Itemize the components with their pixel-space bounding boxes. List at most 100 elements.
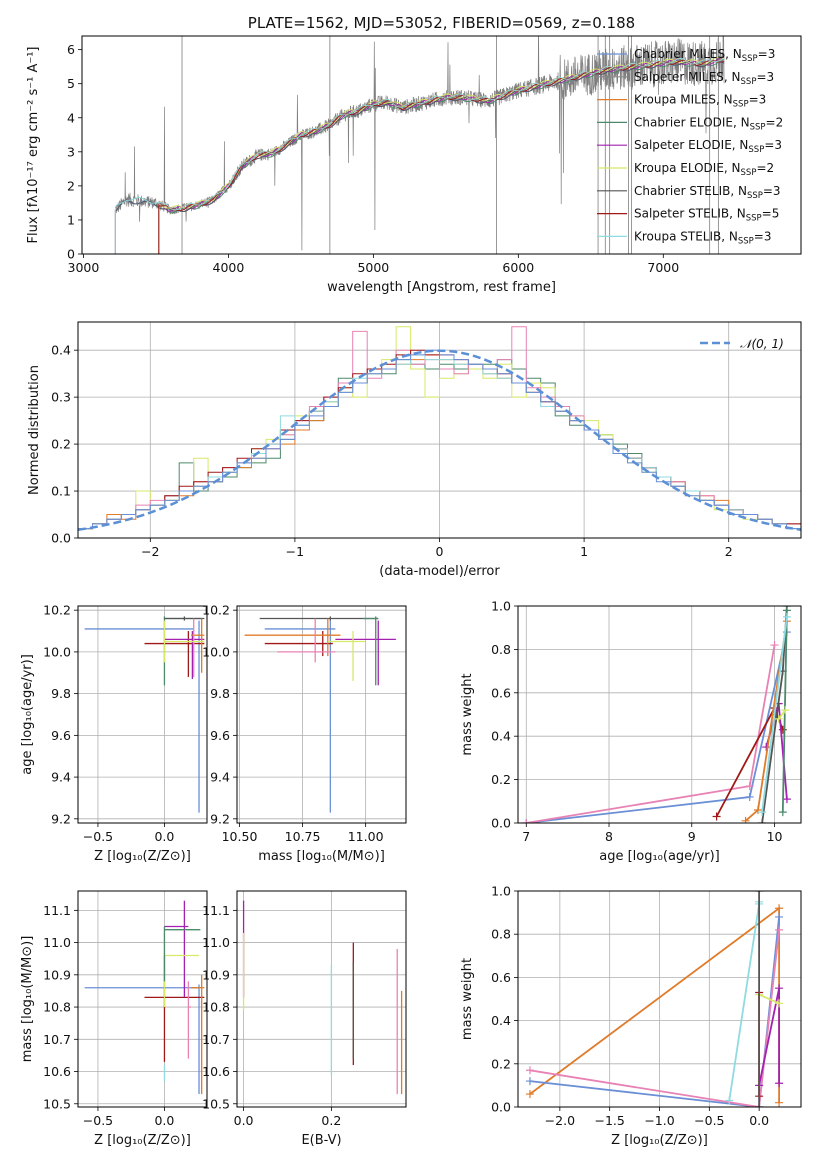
chart-title: PLATE=1562, MJD=53052, FIBERID=0569, z=0… [248, 14, 635, 32]
plot-age-vs-mass [244, 616, 396, 813]
y-tick-label: 9.2 [51, 811, 71, 826]
y-axis-label: age [log₁₀(age/yr)] [20, 654, 35, 775]
legend-label: Kroupa MILES, NSSP=3 [634, 93, 766, 110]
mass-weight-line-1 [529, 916, 780, 1107]
x-tick-label: 1 [580, 544, 588, 559]
x-tick-label: 10.50 [222, 829, 258, 844]
legend-label-suffix: =3 [756, 70, 774, 84]
legend-label: Chabrier ELODIE, NSSP=2 [634, 115, 783, 132]
y-tick-label: 0.0 [491, 816, 511, 831]
axes-frame [77, 890, 208, 1108]
legend-label-suffix: =2 [756, 161, 774, 175]
x-tick-label: 7000 [647, 260, 679, 275]
x-tick-label: 0.0 [234, 1113, 254, 1128]
y-tick-label: 2 [67, 178, 75, 193]
x-tick-label: 10 [767, 829, 783, 844]
mass-weight-marker [525, 1090, 534, 1099]
mass-weight-marker [778, 808, 787, 817]
y-tick-label: 10.0 [43, 644, 71, 659]
y-tick-label: 10.8 [202, 1000, 230, 1015]
x-axis-label: Z [log₁₀(Z/Z⊙)] [611, 1133, 708, 1148]
x-tick-label: 10.75 [285, 829, 321, 844]
y-tick-label: 9.4 [210, 770, 230, 785]
legend-label-suffix: =2 [766, 115, 784, 129]
y-axis-label: Flux [fλ10⁻¹⁷ erg cm⁻² s⁻¹ A⁻¹] [26, 47, 41, 244]
y-tick-label: 0.4 [491, 729, 511, 744]
mass-weight-line-5 [758, 993, 780, 1005]
y-tick-label: 0.4 [51, 343, 71, 358]
x-tick-label: 5000 [357, 260, 389, 275]
mass-weight-marker [762, 743, 771, 752]
mass-weight-marker [782, 795, 791, 804]
axes-frame [236, 605, 407, 824]
model-line-8 [115, 57, 725, 211]
y-tick-label: 11.1 [43, 903, 71, 918]
y-tick-label: 11.0 [43, 935, 71, 950]
legend-label-text: Chabrier MILES, N [634, 47, 742, 61]
x-tick-label: −1 [286, 544, 304, 559]
y-tick-label: 0.6 [491, 685, 511, 700]
y-tick-label: 10.6 [43, 1064, 71, 1079]
mass-weight-marker [774, 714, 783, 723]
grid-age-vs-mass [237, 606, 406, 823]
mass-weight-marker [753, 805, 762, 814]
legend-label-suffix: =3 [764, 138, 782, 152]
legend-label-suffix: =3 [749, 93, 767, 107]
mass-weight-line-0 [529, 906, 780, 1103]
y-tick-label: 10.9 [43, 967, 71, 982]
y-tick-label: 9.6 [210, 728, 230, 743]
y-tick-label: 1 [67, 212, 75, 227]
panel-mass-vs-Z: −0.5 0.0 10.5 10.6 10.7 10.8 10.9 11.0 11.1 Z [lo… [20, 890, 208, 1148]
x-tick-label: 0.2 [321, 1113, 341, 1128]
panel-massweight-vs-age: 7 8 9 10 0.0 0.2 0.4 0.6 0.8 1.0 age [log₁₀(age/yr… [460, 599, 802, 864]
x-tick-label: 0 [436, 544, 444, 559]
mass-weight-marker [770, 641, 779, 650]
y-tick-label: 0.8 [491, 642, 511, 657]
y-tick-label: 10.2 [43, 603, 71, 618]
legend-label: Salpeter MILES, NSSP=3 [634, 70, 774, 87]
mass-weight-marker [741, 816, 750, 823]
y-tick-label: 0.8 [491, 927, 511, 942]
panel-residuals: −2 −1 0 1 2 0.0 0.1 0.2 0.3 0.4 (data-model)/error… [27, 321, 802, 579]
y-tick-label: 10.5 [43, 1096, 71, 1111]
y-tick-label: 9.6 [51, 728, 71, 743]
mass-weight-marker [775, 999, 784, 1008]
legend-label-text: Kroupa ELODIE, N [634, 161, 741, 175]
x-tick-label: −0.5 [83, 829, 113, 844]
y-tick-label: 5 [67, 76, 75, 91]
mass-weight-line-3 [728, 901, 760, 1101]
mass-weight-line-2 [529, 929, 780, 1107]
y-tick-label: 1.0 [491, 599, 511, 614]
y-tick-label: 9.8 [210, 686, 230, 701]
x-tick-label: 0.0 [154, 829, 174, 844]
legend-label-sub: SSP [750, 122, 766, 132]
x-tick-label: 7 [522, 829, 530, 844]
legend-label-sub: SSP [741, 77, 757, 87]
axes-frame [517, 890, 802, 1108]
y-tick-label: 0.4 [491, 1013, 511, 1028]
y-tick-label: 10.2 [202, 603, 230, 618]
legend-label-text: Salpeter STELIB, N [634, 207, 746, 221]
grid-mass-vs-ebv [237, 891, 406, 1107]
x-tick-label: 2 [725, 544, 733, 559]
legend-label-sub: SSP [746, 214, 762, 224]
y-tick-label: 0.0 [51, 531, 71, 546]
grid-massweight-vs-age [518, 605, 801, 824]
legend-label: Chabrier STELIB, NSSP=3 [634, 184, 781, 201]
legend-label-text: Chabrier STELIB, N [634, 184, 747, 198]
x-tick-label: 11.00 [348, 829, 384, 844]
y-tick-label: 0.0 [491, 1100, 511, 1115]
y-axis-label: mass weight [460, 958, 475, 1040]
y-tick-label: 4 [67, 110, 75, 125]
mass-weight-marker [775, 1098, 784, 1107]
mass-weight-marker [775, 1079, 784, 1088]
mass-weight-marker [525, 1066, 534, 1075]
x-axis-label: Z [log₁₀(Z/Z⊙)] [94, 1133, 191, 1148]
panel-spectrum: 3000 4000 5000 6000 7000 0 1 2 3 4 5 6 wavelength [A… [26, 35, 802, 295]
grid-mass-vs-Z [78, 891, 207, 1107]
y-tick-label: 10.6 [202, 1064, 230, 1079]
legend-label-suffix: =3 [763, 184, 781, 198]
y-tick-label: 10.7 [202, 1032, 230, 1047]
